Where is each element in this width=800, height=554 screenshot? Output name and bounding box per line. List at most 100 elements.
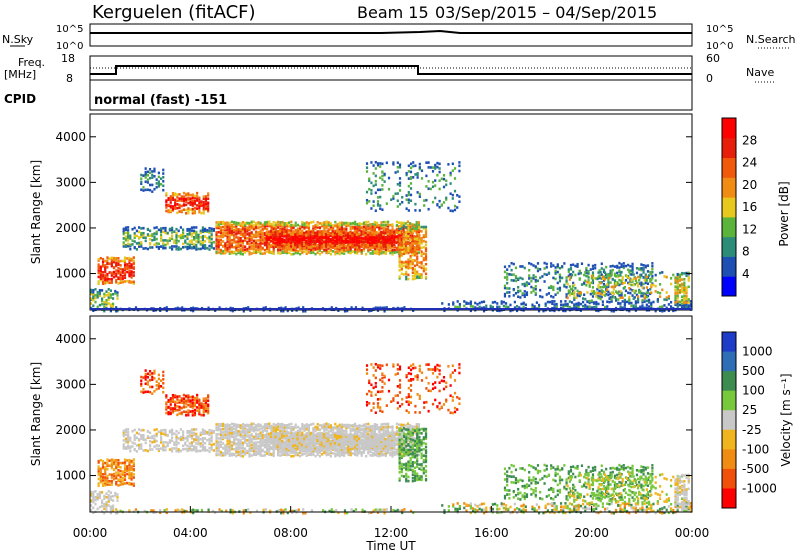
power-cell <box>382 233 385 236</box>
power-cell <box>453 208 457 212</box>
power-cell <box>349 226 352 229</box>
power-cell <box>422 269 425 273</box>
power-cell <box>405 231 408 234</box>
power-cell <box>452 301 455 304</box>
power-cell <box>294 246 297 250</box>
power-cell <box>420 275 423 279</box>
colorbar-swatch <box>722 216 736 238</box>
velocity-cell <box>193 448 196 452</box>
power-cell <box>340 221 344 224</box>
velocity-cell <box>138 428 141 431</box>
power-cell <box>534 278 537 282</box>
power-cell <box>356 225 359 228</box>
power-cell <box>632 304 635 308</box>
power-cell <box>424 247 428 250</box>
velocity-cell <box>144 378 147 381</box>
power-cell <box>101 257 105 261</box>
velocity-cell <box>162 441 165 444</box>
nave-right-tick-bottom: 0 <box>706 72 713 85</box>
power-cell <box>210 241 213 245</box>
power-cell <box>600 273 603 277</box>
power-cell <box>568 275 571 278</box>
velocity-cell <box>233 427 236 431</box>
power-cell <box>166 231 169 235</box>
power-cell <box>354 248 357 251</box>
power-cell <box>391 237 394 241</box>
power-cell <box>117 266 120 270</box>
power-cell <box>335 240 339 243</box>
power-cell <box>132 256 135 259</box>
velocity-cell <box>155 428 158 431</box>
power-cell <box>373 235 376 239</box>
power-cell <box>110 261 113 264</box>
power-cell <box>165 309 168 313</box>
power-cell <box>627 268 630 272</box>
velocity-cell <box>119 473 122 476</box>
power-cell <box>409 233 412 237</box>
power-cell <box>588 301 591 305</box>
power-cell <box>409 242 412 245</box>
velocity-cell <box>90 504 93 507</box>
velocity-cell <box>228 447 231 451</box>
velocity-cell <box>190 428 194 431</box>
power-cell <box>417 221 421 224</box>
velocity-cell <box>241 423 245 426</box>
power-cell <box>316 246 319 249</box>
power-cell <box>629 272 632 276</box>
noise-frame <box>89 23 693 47</box>
power-cell <box>592 290 596 293</box>
power-cell <box>368 179 371 183</box>
power-cell <box>146 181 149 184</box>
power-cell <box>288 224 291 227</box>
power-cell <box>510 278 513 282</box>
power-cell <box>146 178 149 182</box>
power-cell <box>370 192 373 195</box>
power-cell <box>186 247 189 251</box>
power-cell <box>362 221 366 225</box>
velocity-cell <box>193 398 197 402</box>
power-cell <box>104 278 107 282</box>
power-cell <box>636 297 640 300</box>
power-cell <box>396 199 399 203</box>
power-cell <box>146 170 149 174</box>
power-cell <box>389 233 392 237</box>
power-cell <box>230 250 234 254</box>
power-cell <box>193 199 197 203</box>
power-cell <box>418 166 421 169</box>
velocity-cell <box>148 390 152 394</box>
power-cell <box>398 231 401 234</box>
power-cell <box>409 232 412 235</box>
power-cell <box>416 275 419 279</box>
power-cell <box>274 225 278 229</box>
velocity-cell <box>174 405 177 409</box>
power-cell <box>568 300 571 303</box>
power-cell <box>436 173 439 177</box>
power-cell <box>155 182 158 185</box>
power-cell <box>623 285 626 289</box>
power-cell <box>676 300 679 303</box>
power-cell <box>458 161 461 164</box>
power-cell <box>96 290 99 294</box>
power-cell <box>204 229 207 232</box>
power-cell <box>405 194 408 197</box>
power-cell <box>334 246 337 250</box>
power-cell <box>157 185 160 188</box>
power-cell <box>311 232 314 236</box>
power-cell <box>398 181 402 185</box>
power-cell <box>311 235 314 238</box>
power-cell <box>290 223 293 227</box>
power-cell <box>357 241 361 244</box>
power-cell <box>109 296 112 299</box>
power-cell <box>188 243 191 247</box>
power-cell <box>623 303 626 306</box>
power-cell <box>301 250 304 254</box>
power-cell <box>132 274 135 277</box>
velocity-cell <box>90 490 93 494</box>
power-cell <box>591 291 595 295</box>
power-cell <box>239 222 242 225</box>
velocity-cell <box>99 458 102 462</box>
power-cell <box>268 250 271 253</box>
velocity-cell <box>109 506 112 510</box>
power-cell <box>250 247 253 251</box>
power-cell <box>663 298 666 301</box>
